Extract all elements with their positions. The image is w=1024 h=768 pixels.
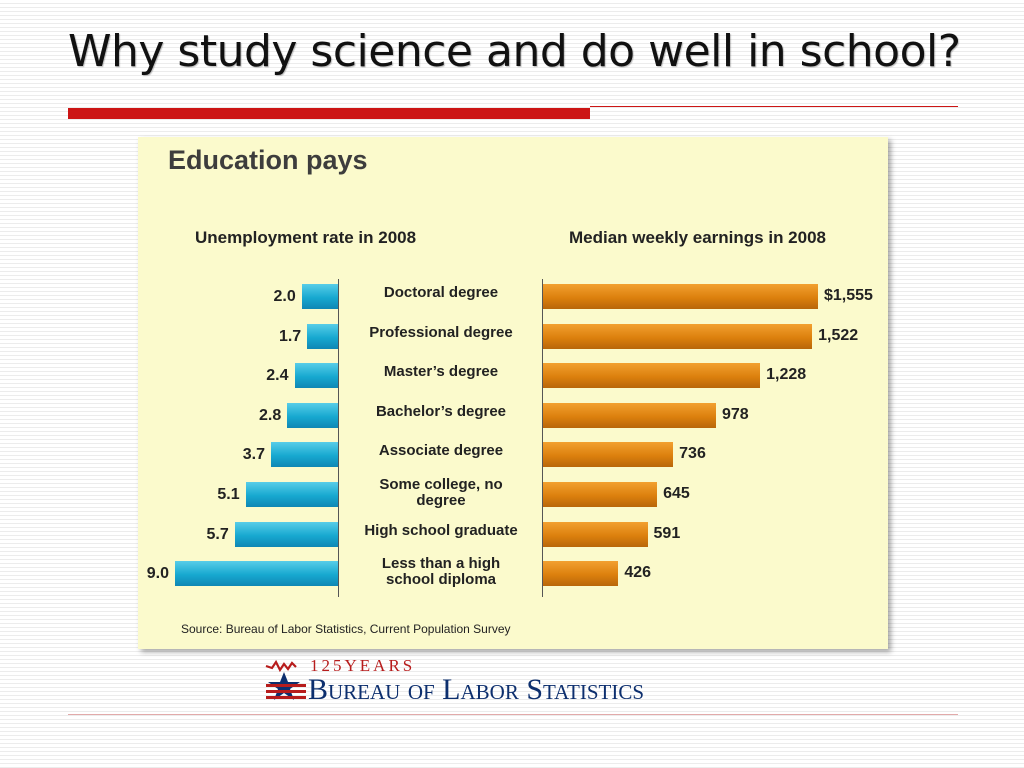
chart-title: Education pays [168, 145, 368, 175]
unemployment-bar [175, 561, 338, 587]
education-category-label: Professional degree [369, 323, 513, 341]
slide-title: Why study science and do well in school? [68, 26, 961, 77]
bls-logo: 125YEARS Bureau of Labor Statistics [264, 656, 744, 706]
earnings-value-label: 978 [721, 405, 749, 423]
earnings-bar [543, 323, 813, 349]
earnings-value-label: 1,228 [766, 366, 807, 384]
unemployment-value-label: 3.7 [242, 446, 265, 464]
unemployment-axis-line [338, 279, 339, 597]
earnings-bar [543, 363, 761, 389]
earnings-bar [543, 402, 716, 428]
earnings-bar [543, 561, 619, 587]
title-underline-thin [590, 106, 958, 107]
unemployment-value-label: 2.8 [259, 406, 282, 424]
earnings-bar [543, 284, 818, 309]
unemployment-bar [294, 363, 338, 389]
earnings-heading: Median weekly earnings in 2008 [569, 228, 827, 247]
title-underline-thick [68, 108, 590, 119]
unemployment-value-label: 1.7 [278, 327, 302, 345]
unemployment-value-label: 2.0 [273, 288, 296, 305]
unemployment-bar [245, 482, 338, 507]
earnings-value-label: 736 [679, 445, 706, 463]
unemployment-value-label: 2.4 [266, 367, 289, 385]
earnings-bar [543, 442, 674, 468]
earnings-value-label: 591 [653, 524, 681, 542]
unemployment-value-label: 5.7 [206, 525, 229, 543]
chart-source: Source: Bureau of Labor Statistics, Curr… [181, 622, 511, 636]
earnings-axis-line [542, 279, 543, 597]
logo-125-years: 125YEARS [310, 656, 416, 675]
education-category-label: Master’s degree [383, 363, 499, 381]
earnings-bar [543, 482, 658, 507]
unemployment-value-label: 5.1 [217, 486, 240, 503]
earnings-bar [543, 521, 648, 547]
unemployment-bar [307, 323, 338, 349]
unemployment-bar [234, 521, 338, 547]
unemployment-bar [301, 284, 338, 309]
unemployment-bar [270, 442, 338, 468]
earnings-value-label: $1,555 [824, 287, 873, 304]
chart-panel: Education pays Unemployment rate in 2008… [138, 137, 888, 649]
unemployment-value-label: 9.0 [146, 565, 169, 583]
education-category-label: Bachelor’s degree [375, 402, 507, 420]
star-flag-icon [265, 659, 306, 700]
education-category-label: Doctoral degree [383, 284, 499, 301]
education-category-label: Some college, no degree [379, 476, 503, 509]
earnings-value-label: 426 [624, 564, 652, 582]
unemployment-bar [287, 402, 338, 428]
logo-bureau-name: Bureau of Labor Statistics [308, 673, 645, 706]
education-category-label: Less than a high school diploma [381, 555, 501, 589]
education-category-label: High school graduate [364, 521, 518, 539]
education-category-label: Associate degree [378, 442, 504, 460]
earnings-value-label: 1,522 [818, 326, 859, 344]
earnings-value-label: 645 [663, 485, 690, 502]
unemployment-heading: Unemployment rate in 2008 [195, 228, 417, 247]
footer-rule [68, 714, 958, 715]
